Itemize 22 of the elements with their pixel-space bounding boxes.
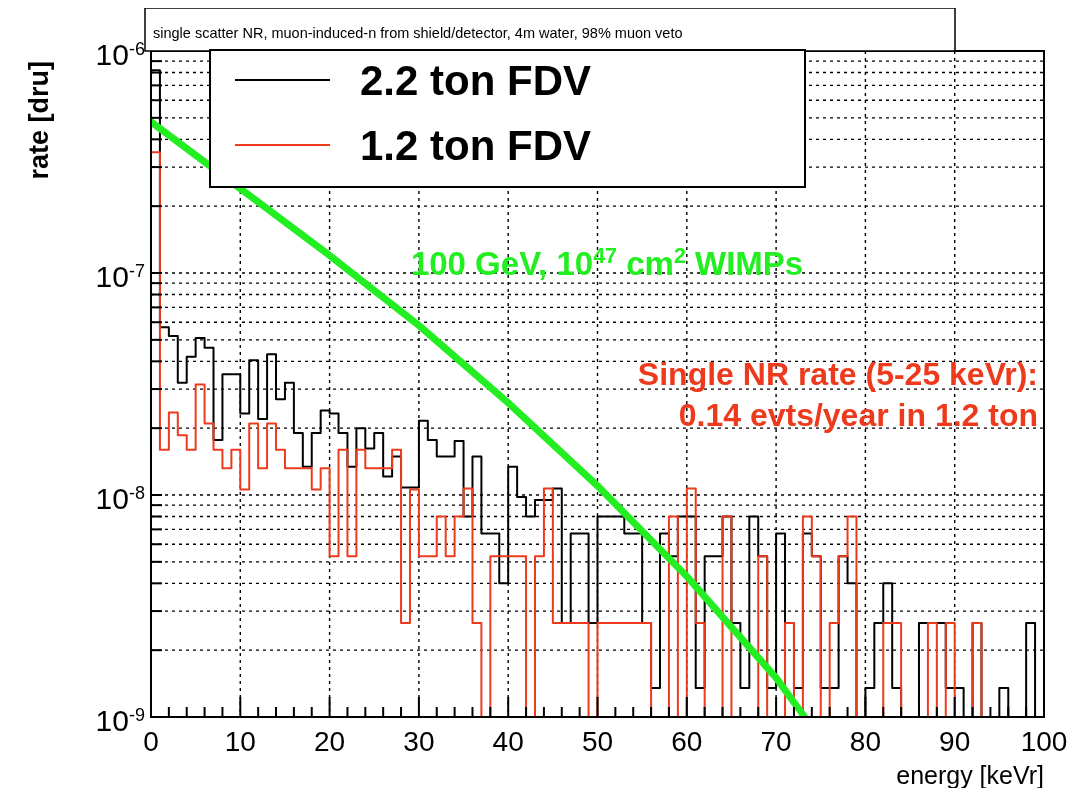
annotation: 0.14 evts/year in 1.2 ton bbox=[678, 397, 1038, 433]
x-tick-label: 50 bbox=[581, 726, 614, 757]
x-tick-label: 40 bbox=[492, 726, 524, 757]
y-axis-title: rate [dru] bbox=[24, 61, 54, 180]
chart-title: single scatter NR, muon-induced-n from shield/detector, 4m water, 98% muon veto bbox=[153, 25, 683, 41]
y-tick-label: 10$^{-8}$ bbox=[95, 482, 145, 515]
legend-label: 2.2 ton FDV bbox=[360, 57, 592, 104]
x-tick-label: 0 bbox=[143, 726, 159, 757]
x-tick-label: 90 bbox=[939, 726, 971, 757]
legend-label: 1.2 ton FDV bbox=[360, 122, 592, 169]
x-tick-label: 20 bbox=[314, 726, 346, 757]
x-tick-label: 100 bbox=[1020, 726, 1068, 757]
annotation: Single NR rate (5-25 keVr): bbox=[637, 356, 1038, 392]
y-tick-label: 10$^{-7}$ bbox=[95, 260, 145, 293]
x-tick-label: 70 bbox=[760, 726, 792, 757]
x-tick-label: 10 bbox=[224, 726, 256, 757]
x-tick-label: 30 bbox=[403, 726, 435, 757]
y-tick-label: 10$^{-6}$ bbox=[95, 38, 145, 71]
series-label: 100 GeV, 10$^{47}$ cm$^{2}$ WIMPs bbox=[410, 244, 804, 283]
x-tick-label: 80 bbox=[849, 726, 881, 757]
y-tick-label: 10$^{-9}$ bbox=[95, 704, 145, 737]
x-tick-label: 60 bbox=[671, 726, 703, 757]
